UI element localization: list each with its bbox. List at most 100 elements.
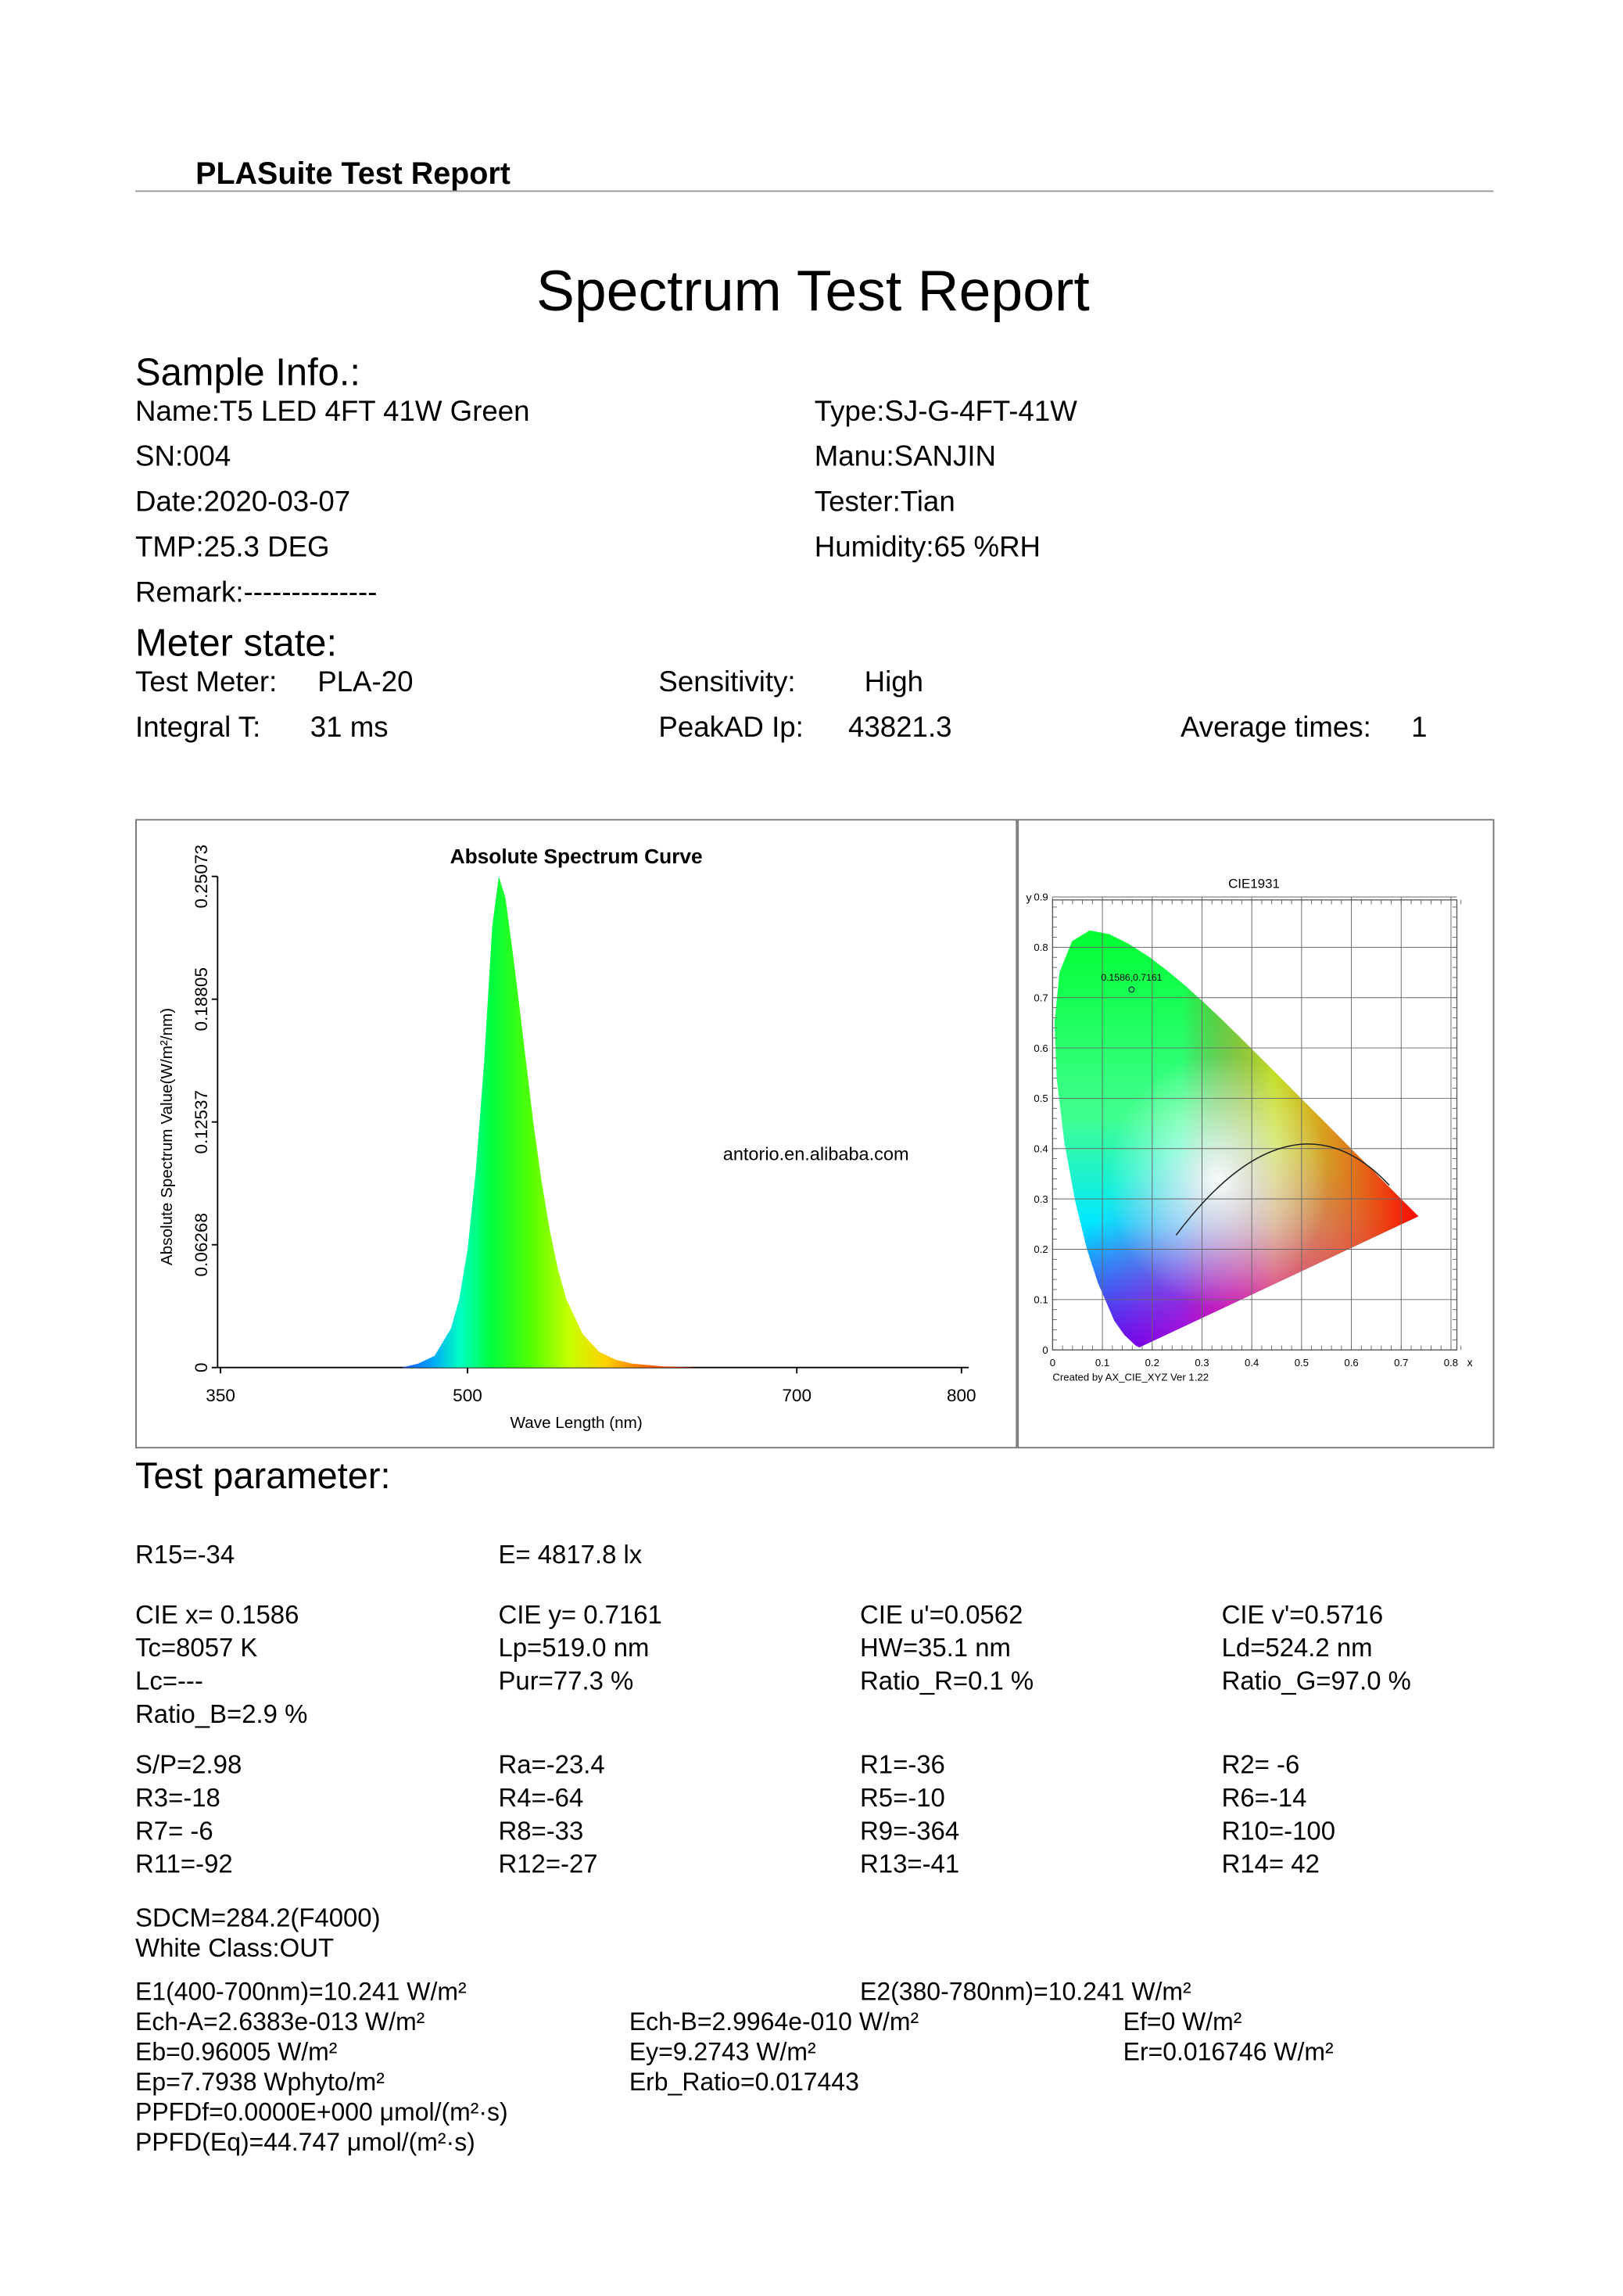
cie-frame	[1017, 819, 1495, 1449]
report-title: Spectrum Test Report	[536, 259, 1090, 323]
parameter: R9=-364	[860, 1816, 959, 1845]
y-tick-label: 0.4	[1034, 1143, 1048, 1154]
parameter: R6=-14	[1222, 1783, 1307, 1812]
parameter: Ech-B=2.9964e-010 W/m²	[629, 2007, 919, 2036]
parameter: R12=-27	[498, 1849, 597, 1878]
x-tick-label: 0.8	[1444, 1357, 1458, 1369]
x-tick-label: 0.7	[1394, 1357, 1408, 1369]
parameter: R7= -6	[135, 1816, 213, 1845]
planckian-locus	[1175, 1143, 1390, 1236]
y-axis-label: y	[1026, 891, 1033, 904]
parameter: Ef=0 W/m²	[1123, 2007, 1242, 2036]
meter-value: High	[865, 665, 923, 698]
parameter: CIE u'=0.0562	[860, 1600, 1023, 1629]
gamut-fill	[1054, 930, 1419, 1347]
parameter: R14= 42	[1222, 1849, 1320, 1878]
parameter: E= 4817.8 lx	[498, 1540, 642, 1569]
parameter: Ech-A=2.6383e-013 W/m²	[135, 2007, 425, 2036]
y-tick-label: 0.9	[1034, 891, 1048, 903]
y-axis-label: Absolute Spectrum Value(W/m²/nm)	[158, 1008, 176, 1265]
header-title: PLASuite Test Report	[195, 156, 511, 191]
y-tick-label: 0.5	[1034, 1092, 1048, 1104]
spectrum-area	[220, 876, 962, 1368]
x-tick-label: 0.1	[1095, 1357, 1109, 1369]
parameter: Ratio_R=0.1 %	[860, 1666, 1034, 1695]
info-item: Tester:Tian	[815, 486, 955, 518]
y-tick-label: 0.7	[1034, 992, 1048, 1003]
meter-label: PeakAD Ip:	[658, 711, 803, 743]
meter-label: Integral T:	[135, 711, 260, 743]
parameter: Ld=524.2 nm	[1222, 1633, 1373, 1662]
meter-value: 43821.3	[848, 711, 952, 743]
info-item: Humidity:65 %RH	[815, 531, 1041, 563]
parameter: R11=-92	[135, 1849, 233, 1878]
parameter: E1(400-700nm)=10.241 W/m²	[135, 1977, 467, 2005]
info-item: SN:004	[135, 440, 231, 472]
x-tick-label: 0	[1050, 1357, 1055, 1369]
x-tick-label: 800	[947, 1386, 976, 1405]
cie-gamut	[1054, 930, 1419, 1347]
info-item: Manu:SANJIN	[815, 440, 996, 472]
meter-value: 1	[1411, 711, 1427, 743]
info-item: TMP:25.3 DEG	[135, 531, 330, 563]
cie-point	[1128, 986, 1135, 993]
parameter: Lp=519.0 nm	[498, 1633, 649, 1662]
y-tick-label: 0.6	[1034, 1042, 1048, 1054]
x-tick-label: 0.4	[1245, 1357, 1259, 1369]
chart-title: Absolute Spectrum Curve	[450, 845, 703, 868]
meter-label: Test Meter:	[135, 665, 277, 698]
meter-value: 31 ms	[310, 711, 389, 743]
x-tick-label: 500	[453, 1386, 482, 1405]
x-tick-label: 0.2	[1145, 1357, 1159, 1369]
parameter: Eb=0.96005 W/m²	[135, 2037, 338, 2065]
parameter: CIE y= 0.7161	[498, 1600, 661, 1629]
parameter: R8=-33	[498, 1816, 583, 1845]
meter-value: PLA-20	[317, 665, 413, 698]
spectrum-frame	[135, 819, 1018, 1449]
x-tick-label: 0.5	[1295, 1357, 1309, 1369]
parameter: PPFDf=0.0000E+000 μmol/(m²·s)	[135, 2097, 508, 2126]
parameter: Ratio_B=2.9 %	[135, 1699, 307, 1728]
parameter: Lc=---	[135, 1666, 203, 1695]
x-axis-label: Wave Length (nm)	[511, 1414, 643, 1432]
parameter: SDCM=284.2(F4000)	[135, 1903, 381, 1932]
watermark: antorio.en.alibaba.com	[723, 1144, 909, 1164]
parameter: Ep=7.7938 Wphyto/m²	[135, 2068, 385, 2096]
info-item: Date:2020-03-07	[135, 486, 350, 518]
chart-note: Created by AX_CIE_XYZ Ver 1.22	[1052, 1372, 1209, 1383]
parameter: CIE v'=0.5716	[1222, 1600, 1384, 1629]
parameter: Ra=-23.4	[498, 1750, 604, 1779]
parameter: S/P=2.98	[135, 1750, 242, 1779]
section-heading: Meter state:	[135, 622, 337, 665]
parameter: R1=-36	[860, 1750, 945, 1779]
y-tick-label: 0.18805	[192, 967, 211, 1031]
parameter: Ey=9.2743 W/m²	[629, 2037, 816, 2065]
parameter: White Class:OUT	[135, 1933, 334, 1962]
x-axis-label: x	[1467, 1356, 1473, 1369]
y-tick-label: 0.3	[1034, 1193, 1048, 1205]
parameter: R3=-18	[135, 1783, 220, 1812]
parameter: R15=-34	[135, 1540, 235, 1569]
parameter: HW=35.1 nm	[860, 1633, 1011, 1662]
info-item: Name:T5 LED 4FT 41W Green	[135, 395, 530, 427]
x-tick-label: 0.3	[1195, 1357, 1209, 1369]
point-label: 0.1586,0.7161	[1101, 972, 1162, 983]
parameter: PPFD(Eq)=44.747 μmol/(m²·s)	[135, 2128, 475, 2156]
x-tick-label: 0.6	[1344, 1357, 1358, 1369]
parameter: R5=-10	[860, 1783, 945, 1812]
x-tick-label: 700	[782, 1386, 812, 1405]
info-item: Type:SJ-G-4FT-41W	[815, 395, 1077, 427]
parameter: Erb_Ratio=0.017443	[629, 2068, 859, 2096]
chart-title: CIE1931	[1228, 877, 1280, 891]
meter-label: Average times:	[1181, 711, 1371, 743]
parameter: Ratio_G=97.0 %	[1222, 1666, 1411, 1695]
parameter: Tc=8057 K	[135, 1633, 257, 1662]
section-heading: Test parameter:	[135, 1455, 391, 1496]
x-tick-label: 350	[206, 1386, 235, 1405]
parameter: R2= -6	[1222, 1750, 1300, 1779]
meter-label: Sensitivity:	[658, 665, 795, 698]
y-tick-label: 0.1	[1034, 1294, 1048, 1306]
y-tick-label: 0.25073	[192, 845, 211, 909]
y-tick-label: 0.8	[1034, 942, 1048, 953]
